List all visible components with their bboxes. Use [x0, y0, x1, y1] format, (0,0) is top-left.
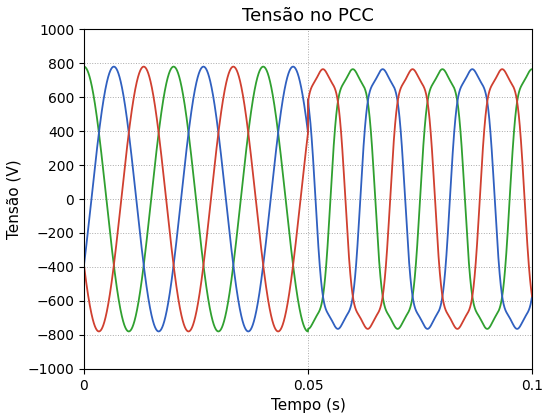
- X-axis label: Tempo (s): Tempo (s): [271, 398, 345, 413]
- Y-axis label: Tensão (V): Tensão (V): [7, 159, 22, 239]
- Title: Tensão no PCC: Tensão no PCC: [242, 7, 374, 25]
